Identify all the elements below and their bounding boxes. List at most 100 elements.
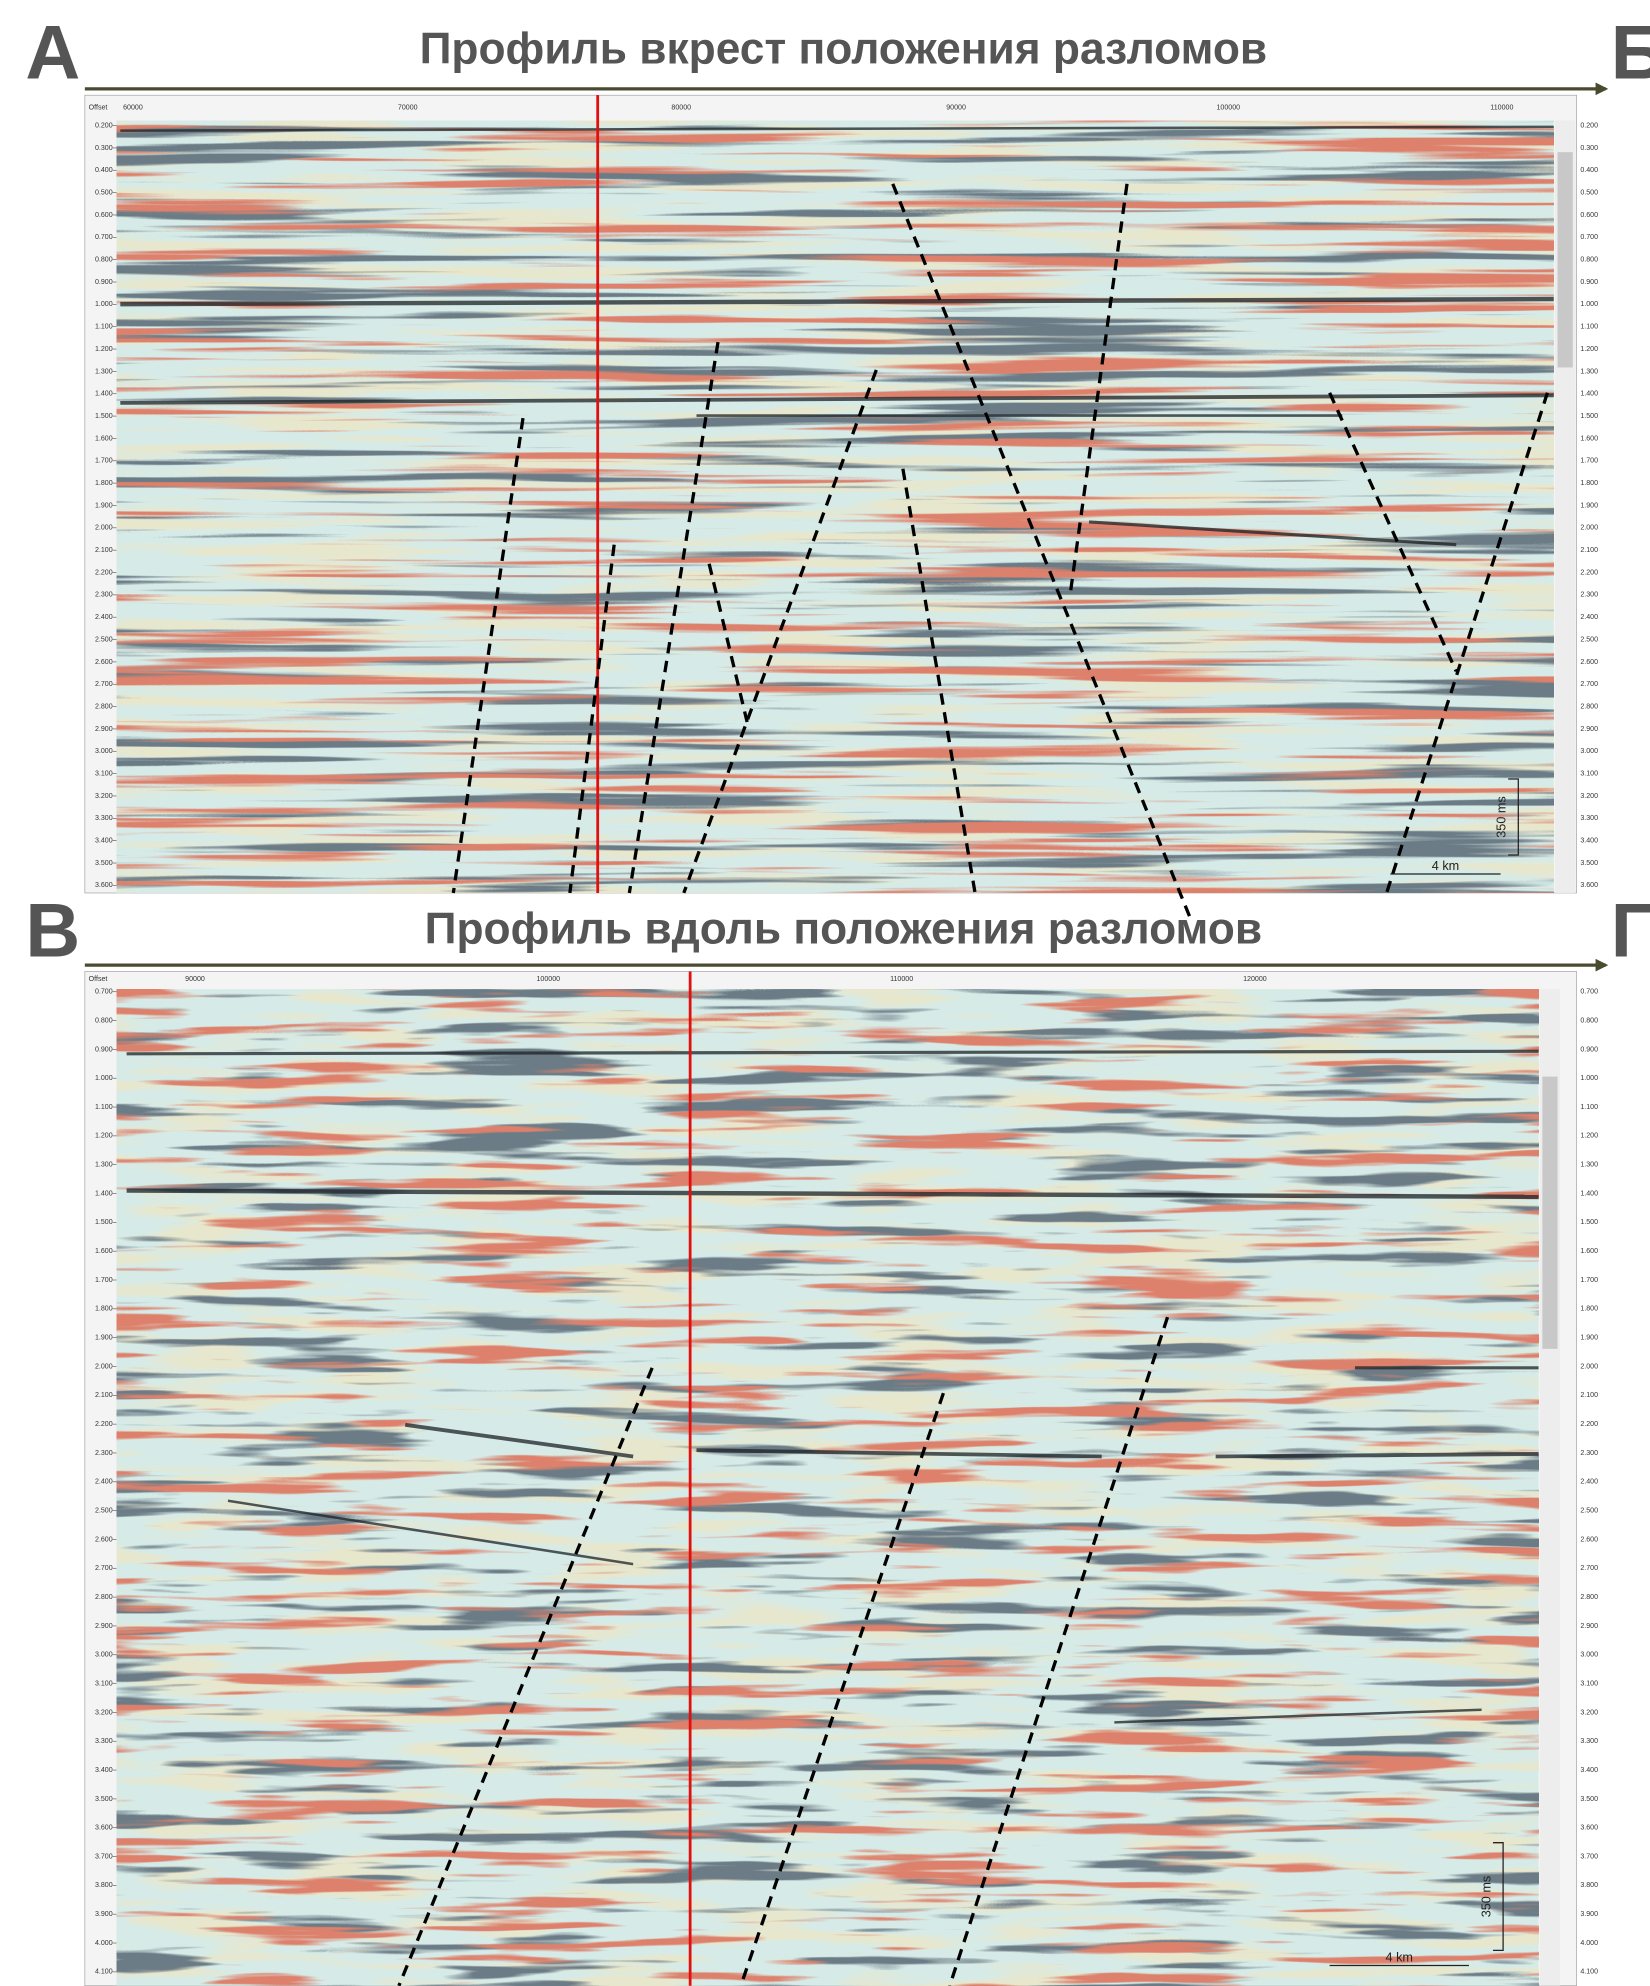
panel-letter: Б bbox=[1611, 11, 1650, 96]
time-tick-label: 2.000 bbox=[95, 524, 113, 532]
time-tick-label: 3.900 bbox=[1580, 1910, 1598, 1918]
time-tick-label: 3.600 bbox=[1580, 881, 1598, 889]
time-tick-label: 3.300 bbox=[1580, 1737, 1598, 1745]
time-tick-label: 3.300 bbox=[1580, 814, 1598, 822]
scrollbar-thumb bbox=[1542, 1076, 1558, 1349]
seismic-texture bbox=[116, 120, 1554, 893]
time-tick-label: 2.600 bbox=[95, 1535, 113, 1543]
time-tick-label: 3.200 bbox=[95, 792, 113, 800]
time-tick-label: 4.000 bbox=[95, 1939, 113, 1947]
time-tick-label: 0.900 bbox=[95, 1045, 113, 1053]
time-tick-label: 2.900 bbox=[95, 725, 113, 733]
time-tick-label: 0.700 bbox=[1580, 988, 1598, 996]
time-tick-label: 3.000 bbox=[1580, 1651, 1598, 1659]
time-tick-label: 1.500 bbox=[1580, 1218, 1598, 1226]
time-tick-label: 2.500 bbox=[95, 1506, 113, 1514]
time-tick-label: 1.200 bbox=[1580, 1132, 1598, 1140]
offset-label: Offset bbox=[89, 975, 108, 983]
panel-title: Профиль вдоль положения разломов bbox=[425, 905, 1262, 954]
time-tick-label: 1.300 bbox=[1580, 1161, 1598, 1169]
time-tick-label: 2.800 bbox=[95, 1593, 113, 1601]
time-tick-label: 3.600 bbox=[95, 881, 113, 889]
time-tick-label: 2.900 bbox=[1580, 1622, 1598, 1630]
time-tick-label: 1.900 bbox=[1580, 1334, 1598, 1342]
time-tick-label: 3.500 bbox=[95, 859, 113, 867]
scale-distance-label: 4 km bbox=[1386, 1951, 1413, 1965]
time-tick-label: 1.900 bbox=[95, 1334, 113, 1342]
time-tick-label: 2.100 bbox=[95, 546, 113, 554]
time-tick-label: 0.900 bbox=[1580, 1045, 1598, 1053]
scale-bar bbox=[1492, 1842, 1504, 1951]
offset-tick-label: 80000 bbox=[671, 104, 691, 112]
time-tick-label: 0.200 bbox=[95, 121, 113, 129]
time-tick-label: 2.400 bbox=[1580, 1478, 1598, 1486]
time-tick-label: 0.400 bbox=[95, 166, 113, 174]
time-tick-label: 0.600 bbox=[95, 211, 113, 219]
time-tick-label: 3.100 bbox=[95, 1679, 113, 1687]
time-tick-label: 1.300 bbox=[95, 1161, 113, 1169]
fault-line bbox=[948, 1316, 1170, 1986]
time-tick-label: 1.800 bbox=[95, 479, 113, 487]
reflector bbox=[126, 1049, 1539, 1056]
time-tick-label: 2.900 bbox=[1580, 725, 1598, 733]
time-tick-label: 2.100 bbox=[95, 1391, 113, 1399]
time-tick-label: 1.100 bbox=[95, 323, 113, 331]
time-tick-label: 0.400 bbox=[1580, 166, 1598, 174]
time-tick-label: 1.900 bbox=[95, 501, 113, 509]
time-tick-label: 2.300 bbox=[1580, 591, 1598, 599]
reflector bbox=[1215, 1452, 1539, 1459]
time-tick-label: 3.700 bbox=[95, 1852, 113, 1860]
time-tick-label: 1.000 bbox=[1580, 300, 1598, 308]
time-tick-label: 4.100 bbox=[95, 1968, 113, 1976]
time-tick-label: 1.700 bbox=[1580, 1276, 1598, 1284]
time-tick-label: 1.000 bbox=[95, 300, 113, 308]
time-tick-label: 1.300 bbox=[95, 367, 113, 375]
time-tick-label: 1.800 bbox=[1580, 479, 1598, 487]
time-tick-label: 3.800 bbox=[95, 1881, 113, 1889]
scale-distance-label: 4 km bbox=[1432, 859, 1459, 873]
time-tick-label: 2.600 bbox=[1580, 658, 1598, 666]
time-tick-label: 1.800 bbox=[1580, 1305, 1598, 1313]
time-tick-label: 1.600 bbox=[95, 434, 113, 442]
time-tick-label: 2.700 bbox=[95, 1564, 113, 1572]
time-tick-label: 2.800 bbox=[95, 702, 113, 710]
offset-tick-label: 110000 bbox=[1490, 104, 1513, 112]
fault-line bbox=[451, 417, 525, 894]
fault-line bbox=[901, 468, 977, 894]
time-tick-label: 1.600 bbox=[1580, 1247, 1598, 1255]
time-tick-label: 2.600 bbox=[95, 658, 113, 666]
time-tick-label: 1.500 bbox=[1580, 412, 1598, 420]
panel-letter: Г bbox=[1611, 888, 1650, 973]
time-tick-label: 3.500 bbox=[95, 1795, 113, 1803]
offset-tick-label: 120000 bbox=[1243, 975, 1267, 983]
time-tick-label: 2.400 bbox=[95, 613, 113, 621]
time-tick-label: 2.500 bbox=[1580, 1506, 1598, 1514]
time-tick-label: 3.700 bbox=[1580, 1852, 1598, 1860]
seismic-texture bbox=[116, 989, 1539, 1986]
seismic-panel: А Б Профиль вкрест положения разломов Offse… bbox=[25, 11, 1650, 919]
fault-line bbox=[627, 341, 720, 894]
time-tick-label: 3.200 bbox=[1580, 1708, 1598, 1716]
time-tick-label: 2.600 bbox=[1580, 1535, 1598, 1543]
time-tick-label: 2.000 bbox=[95, 1362, 113, 1370]
time-tick-label: 3.900 bbox=[95, 1910, 113, 1918]
time-tick-label: 3.000 bbox=[95, 1651, 113, 1659]
time-tick-label: 1.000 bbox=[95, 1074, 113, 1082]
time-tick-label: 1.500 bbox=[95, 412, 113, 420]
scale-time-label: 350 ms bbox=[1479, 1876, 1493, 1918]
time-tick-label: 0.300 bbox=[1580, 144, 1598, 152]
time-tick-label: 1.500 bbox=[95, 1218, 113, 1226]
time-tick-label: 1.000 bbox=[1580, 1074, 1598, 1082]
time-tick-label: 2.900 bbox=[95, 1622, 113, 1630]
time-tick-label: 3.600 bbox=[1580, 1824, 1598, 1832]
fault-line bbox=[568, 544, 616, 894]
offset-tick-label: 70000 bbox=[398, 104, 418, 112]
offset-tick-label: 100000 bbox=[536, 975, 560, 983]
time-tick-label: 3.400 bbox=[1580, 1766, 1598, 1774]
time-tick-label: 1.200 bbox=[1580, 345, 1598, 353]
time-tick-label: 2.300 bbox=[1580, 1449, 1598, 1457]
reflector bbox=[1088, 520, 1457, 547]
reflector bbox=[126, 1188, 1539, 1200]
offset-tick-label: 60000 bbox=[123, 104, 143, 112]
time-tick-label: 2.100 bbox=[1580, 546, 1598, 554]
